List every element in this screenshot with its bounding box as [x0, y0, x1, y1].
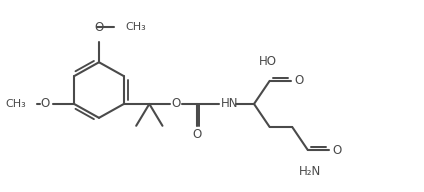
Text: HO: HO	[259, 55, 276, 68]
Text: O: O	[41, 98, 50, 110]
Text: O: O	[333, 143, 342, 156]
Text: O: O	[295, 74, 304, 87]
Text: CH₃: CH₃	[6, 99, 26, 109]
Text: O: O	[95, 21, 103, 34]
Text: O: O	[172, 98, 181, 110]
Text: O: O	[192, 128, 201, 141]
Text: H₂N: H₂N	[299, 165, 321, 178]
Text: CH₃: CH₃	[126, 22, 146, 32]
Text: HN: HN	[220, 98, 238, 110]
